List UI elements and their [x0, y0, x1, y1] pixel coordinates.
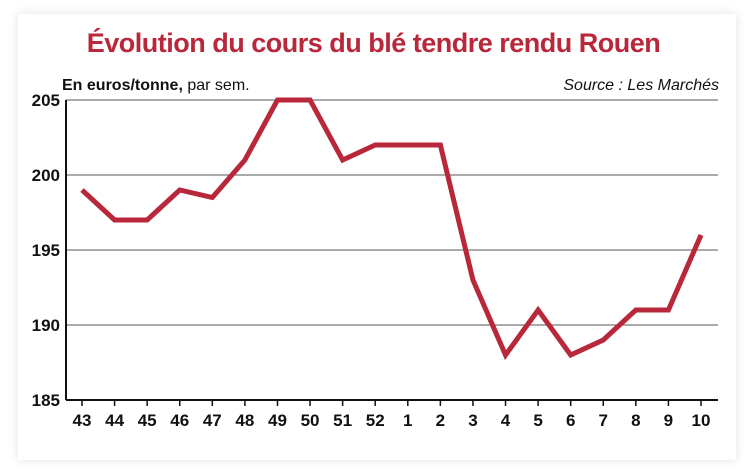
x-tick-44: 44	[105, 411, 124, 430]
x-tick-3: 3	[468, 411, 477, 430]
x-tick-7: 7	[599, 411, 608, 430]
x-tick-45: 45	[138, 411, 157, 430]
x-tick-8: 8	[631, 411, 640, 430]
x-tick-4: 4	[501, 411, 511, 430]
x-tick-51: 51	[333, 411, 352, 430]
x-tick-47: 47	[203, 411, 222, 430]
series-line-0	[80, 97, 704, 361]
x-tick-48: 48	[235, 411, 254, 430]
x-tick-6: 6	[566, 411, 575, 430]
chart-title: Évolution du cours du blé tendre rendu R…	[86, 28, 661, 58]
y-tick-205: 205	[32, 91, 60, 110]
x-tick-50: 50	[301, 411, 320, 430]
axes	[65, 100, 718, 406]
x-tick-9: 9	[664, 411, 673, 430]
series-group	[80, 97, 704, 361]
y-tick-labels: 185 190 195 200 205	[32, 91, 60, 410]
y-tick-185: 185	[32, 391, 60, 410]
x-tick-46: 46	[170, 411, 189, 430]
y-unit-label: En euros/tonne, par sem.	[62, 77, 250, 95]
x-tick-1: 1	[403, 411, 412, 430]
y-tick-195: 195	[32, 241, 60, 260]
y-tick-200: 200	[32, 166, 60, 185]
x-tick-49: 49	[268, 411, 287, 430]
chart-frame	[18, 14, 736, 460]
y-unit-rest: par sem.	[182, 77, 250, 94]
gridlines	[66, 99, 718, 326]
x-tick-10: 10	[692, 411, 711, 430]
source-label: Source : Les Marchés	[563, 77, 719, 94]
y-unit-bold: En euros/tonne,	[62, 77, 183, 94]
x-tick-43: 43	[73, 411, 92, 430]
y-tick-190: 190	[32, 316, 60, 335]
x-tick-5: 5	[533, 411, 542, 430]
x-tick-52: 52	[366, 411, 385, 430]
x-tick-2: 2	[436, 411, 445, 430]
x-tick-labels: 43 44 45 46 47 48 49 50 51 52 1 2 3 4 5 6 7 8 9 10	[73, 411, 711, 430]
